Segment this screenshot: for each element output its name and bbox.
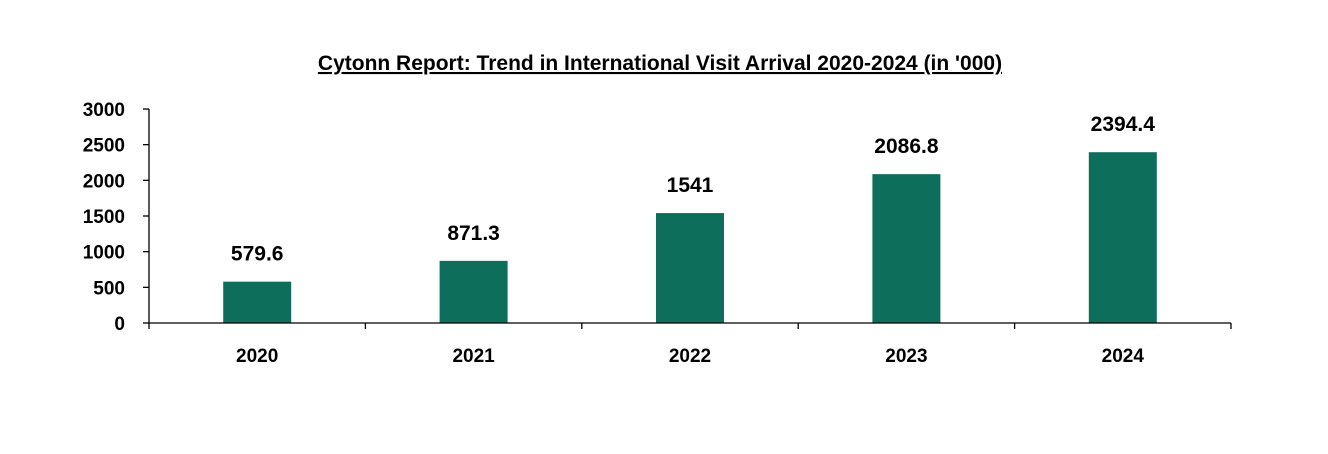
chart-title: Cytonn Report: Trend in International Vi… bbox=[318, 52, 1002, 75]
y-tick-label-2500: 2500 bbox=[83, 136, 125, 157]
bar-2022 bbox=[656, 213, 724, 323]
x-tick-label-2022: 2022 bbox=[669, 346, 711, 367]
x-tick-label-2023: 2023 bbox=[885, 346, 927, 367]
x-tick-label-2024: 2024 bbox=[1102, 346, 1145, 367]
x-tick-label-2020: 2020 bbox=[236, 346, 278, 367]
y-tick-label-2000: 2000 bbox=[83, 171, 125, 192]
data-label-2021: 871.3 bbox=[447, 222, 500, 245]
y-tick-label-3000: 3000 bbox=[83, 100, 125, 121]
y-tick-label-1000: 1000 bbox=[83, 243, 125, 264]
data-label-2020: 579.6 bbox=[231, 243, 284, 266]
bar-2020 bbox=[223, 281, 292, 323]
bar-2024 bbox=[1088, 152, 1157, 323]
data-label-2024: 2394.4 bbox=[1091, 113, 1156, 136]
bar-2021 bbox=[439, 260, 508, 323]
y-tick-label-1500: 1500 bbox=[83, 207, 125, 228]
data-label-2023: 2086.8 bbox=[874, 135, 939, 158]
y-tick-label-0: 0 bbox=[114, 314, 125, 335]
axes-layer: 0 500 1000 1500 2000 2500 3000 bbox=[83, 100, 1232, 335]
bars-layer bbox=[223, 152, 1157, 323]
data-labels-layer: 579.6 2020 871.3 2021 1541 2022 2086.8 2023 2394… bbox=[231, 113, 1155, 367]
x-tick-label-2021: 2021 bbox=[452, 346, 495, 367]
y-tick-label-500: 500 bbox=[93, 278, 125, 299]
bar-2023 bbox=[872, 174, 941, 323]
data-label-2022: 1541 bbox=[667, 174, 714, 197]
